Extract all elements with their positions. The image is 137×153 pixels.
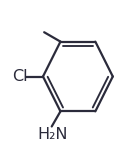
Text: H₂N: H₂N [38,127,68,142]
Text: Cl: Cl [12,69,28,84]
